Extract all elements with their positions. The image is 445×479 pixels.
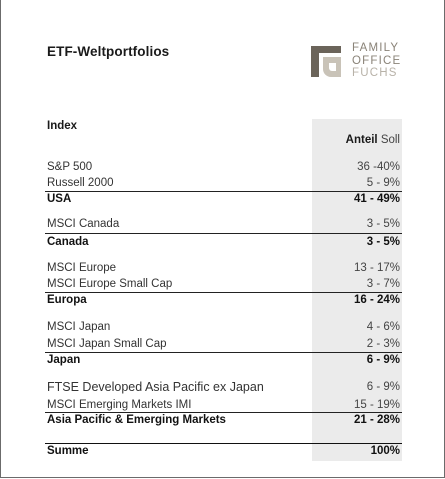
table-row: MSCI Japan Small Cap 2 - 3% [47, 338, 400, 350]
anteil-header-soll: Soll [380, 134, 400, 146]
row-divider [45, 412, 402, 413]
table-row: MSCI Europe Small Cap 3 - 7% [47, 278, 400, 290]
row-divider [45, 191, 402, 192]
table-row: FTSE Developed Asia Pacific ex Japan 6 - … [47, 380, 400, 394]
table-row-total: Canada 3 - 5% [47, 236, 400, 248]
family-office-fuchs-logo: FAMILY OFFICE FUCHS [310, 41, 410, 83]
anteil-column-header: Anteil Soll [346, 134, 400, 146]
row-divider [45, 233, 402, 234]
logo-line-2: OFFICE [352, 54, 402, 67]
table-row: MSCI Europe 13 - 17% [47, 262, 400, 274]
table-row: S&P 500 36 -40% [47, 161, 400, 173]
table-row: Russell 2000 5 - 9% [47, 177, 400, 189]
index-column-header: Index [47, 120, 78, 132]
anteil-header-bold: Anteil [345, 134, 378, 146]
table-row-summe: Summe 100% [47, 445, 400, 457]
row-divider [45, 352, 402, 353]
logo-line-1: FAMILY [352, 42, 400, 54]
logo-line-3: FUCHS [352, 67, 398, 79]
table-row: MSCI Emerging Markets IMI 15 - 19% [47, 399, 400, 411]
table-row-total: Japan 6 - 9% [47, 354, 400, 366]
page-title: ETF-Weltportfolios [47, 44, 170, 59]
table-row-total: Europa 16 - 24% [47, 294, 400, 306]
anteil-column-shading [312, 119, 402, 461]
table-row: MSCI Canada 3 - 5% [47, 218, 400, 230]
table-row: MSCI Japan 4 - 6% [47, 321, 400, 333]
summe-divider [45, 443, 402, 444]
table-row-total: USA 41 - 49% [47, 193, 400, 205]
row-divider [45, 292, 402, 293]
fuchs-logo-icon [311, 46, 341, 77]
table-row-total: Asia Pacific & Emerging Markets 21 - 28% [47, 414, 400, 426]
